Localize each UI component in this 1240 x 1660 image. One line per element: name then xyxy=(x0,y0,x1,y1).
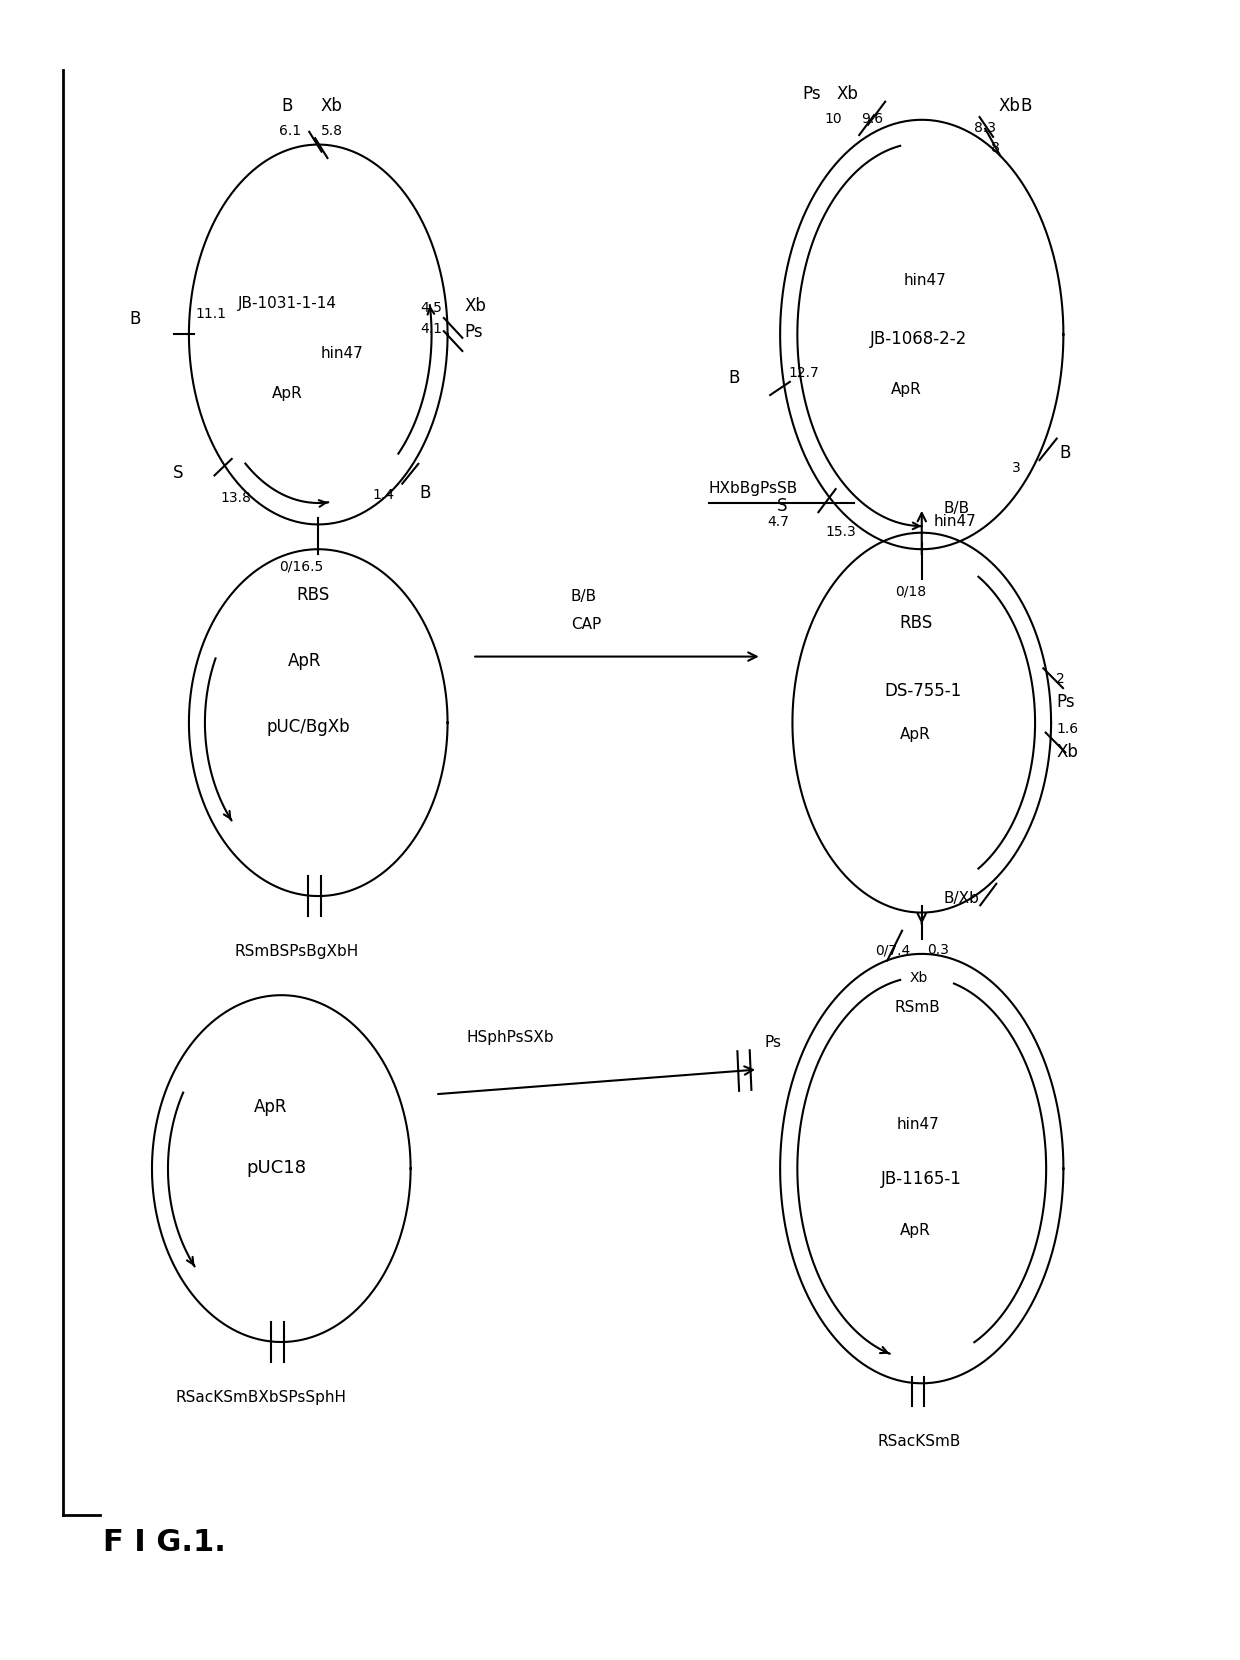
Text: hin47: hin47 xyxy=(934,515,977,530)
Text: pUC/BgXb: pUC/BgXb xyxy=(267,717,350,735)
Text: 6.1: 6.1 xyxy=(279,124,301,138)
Text: ApR: ApR xyxy=(288,652,321,669)
Text: B: B xyxy=(1059,443,1070,461)
Text: 10: 10 xyxy=(825,113,842,126)
Text: 1.4: 1.4 xyxy=(373,488,394,501)
Text: B: B xyxy=(1021,96,1032,115)
Text: pUC18: pUC18 xyxy=(247,1159,306,1177)
Text: RBS: RBS xyxy=(899,614,932,632)
Text: B/B: B/B xyxy=(570,589,596,604)
Text: HXbBgPsSB: HXbBgPsSB xyxy=(709,481,797,496)
Text: 4.5: 4.5 xyxy=(420,300,443,315)
Text: HSphPsSXb: HSphPsSXb xyxy=(466,1029,554,1044)
Text: 12.7: 12.7 xyxy=(789,367,820,380)
Text: 13.8: 13.8 xyxy=(221,491,252,505)
Text: ApR: ApR xyxy=(272,385,303,400)
Text: 3: 3 xyxy=(1012,461,1022,475)
Text: RSmBSPsBgXbH: RSmBSPsBgXbH xyxy=(234,945,358,959)
Text: Xb: Xb xyxy=(836,85,858,103)
Text: 0/18: 0/18 xyxy=(895,584,926,599)
Text: B: B xyxy=(728,369,740,387)
Text: 0.3: 0.3 xyxy=(926,943,949,958)
Text: S: S xyxy=(776,498,787,516)
Text: Ps: Ps xyxy=(802,85,821,103)
Text: ApR: ApR xyxy=(254,1097,288,1116)
Text: ApR: ApR xyxy=(899,727,930,742)
Text: RSmB: RSmB xyxy=(895,999,940,1014)
Text: B/Xb: B/Xb xyxy=(944,891,980,906)
Text: 15.3: 15.3 xyxy=(826,525,857,538)
Text: 11.1: 11.1 xyxy=(195,307,226,322)
Text: JB-1165-1: JB-1165-1 xyxy=(882,1170,962,1189)
Text: RSacKSmBXbSPsSphH: RSacKSmBXbSPsSphH xyxy=(175,1389,346,1404)
Text: 9.6: 9.6 xyxy=(861,113,883,126)
Text: B: B xyxy=(281,96,293,115)
Text: ApR: ApR xyxy=(899,1223,930,1238)
Text: Ps: Ps xyxy=(1056,694,1075,710)
Text: hin47: hin47 xyxy=(321,345,363,360)
Text: DS-755-1: DS-755-1 xyxy=(885,682,962,699)
Text: hin47: hin47 xyxy=(897,1117,940,1132)
Text: 4.1: 4.1 xyxy=(420,322,443,337)
Text: hin47: hin47 xyxy=(903,274,946,289)
Text: 8.3: 8.3 xyxy=(973,121,996,134)
Text: Xb: Xb xyxy=(909,971,928,986)
Text: RSacKSmB: RSacKSmB xyxy=(878,1434,961,1449)
Text: Ps: Ps xyxy=(764,1034,781,1049)
Text: Ps: Ps xyxy=(465,324,484,340)
Text: Xb: Xb xyxy=(998,96,1021,115)
Text: 0/7.4: 0/7.4 xyxy=(875,943,910,958)
Text: Xb: Xb xyxy=(1056,742,1078,760)
Text: B: B xyxy=(130,310,141,329)
Text: JB-1068-2-2: JB-1068-2-2 xyxy=(870,330,967,347)
Text: 5.8: 5.8 xyxy=(321,124,342,138)
Text: 8: 8 xyxy=(991,141,1001,154)
Text: 4.7: 4.7 xyxy=(768,515,790,530)
Text: JB-1031-1-14: JB-1031-1-14 xyxy=(238,297,337,312)
Text: Xb: Xb xyxy=(465,297,486,315)
Text: B/B: B/B xyxy=(944,501,970,516)
Text: ApR: ApR xyxy=(892,382,921,397)
Text: CAP: CAP xyxy=(570,618,601,632)
Text: 1.6: 1.6 xyxy=(1056,722,1078,735)
Text: 2: 2 xyxy=(1056,672,1065,686)
Text: 0/16.5: 0/16.5 xyxy=(279,559,324,574)
Text: Xb: Xb xyxy=(321,96,342,115)
Text: S: S xyxy=(172,465,184,481)
Text: F I G.1.: F I G.1. xyxy=(103,1527,226,1557)
Text: B: B xyxy=(419,483,432,501)
Text: RBS: RBS xyxy=(296,586,330,604)
